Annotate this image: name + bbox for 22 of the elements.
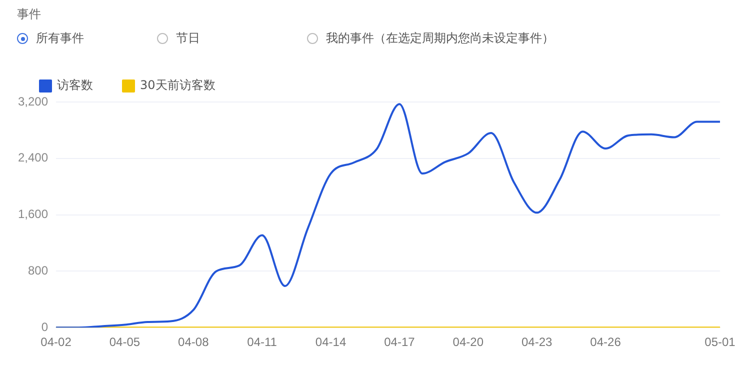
x-tick-label: 04-14 (315, 335, 346, 350)
line-series (55, 103, 721, 328)
x-tick-label: 04-02 (40, 335, 72, 350)
text: 事件 (17, 6, 41, 23)
x-tick-label: 04-20 (452, 335, 484, 350)
text: 我的事件（在选定周期内您尚未设定事件） (326, 30, 554, 47)
x-tick-label: 04-05 (109, 335, 140, 350)
text: 所有事件 (36, 30, 84, 47)
x-tick-label: 04-23 (521, 335, 552, 350)
y-tick-label: 0 (41, 320, 48, 334)
text: 节日 (176, 30, 200, 47)
y-tick-label: 3,200 (18, 94, 48, 108)
x-tick-label: 04-08 (178, 335, 210, 350)
y-tick-label: 1,600 (18, 207, 48, 222)
x-tick-label: 04-17 (384, 335, 416, 350)
x-tick-label: 05-01 (704, 335, 736, 350)
x-tick-label: 04-11 (247, 335, 278, 350)
legend-label: 30天前访客数 (140, 78, 216, 92)
y-tick-label: 800 (28, 264, 48, 278)
legend-label: 访客数 (57, 78, 93, 92)
x-tick-label: 04-26 (590, 335, 622, 350)
y-tick-label: 2,400 (18, 150, 48, 165)
